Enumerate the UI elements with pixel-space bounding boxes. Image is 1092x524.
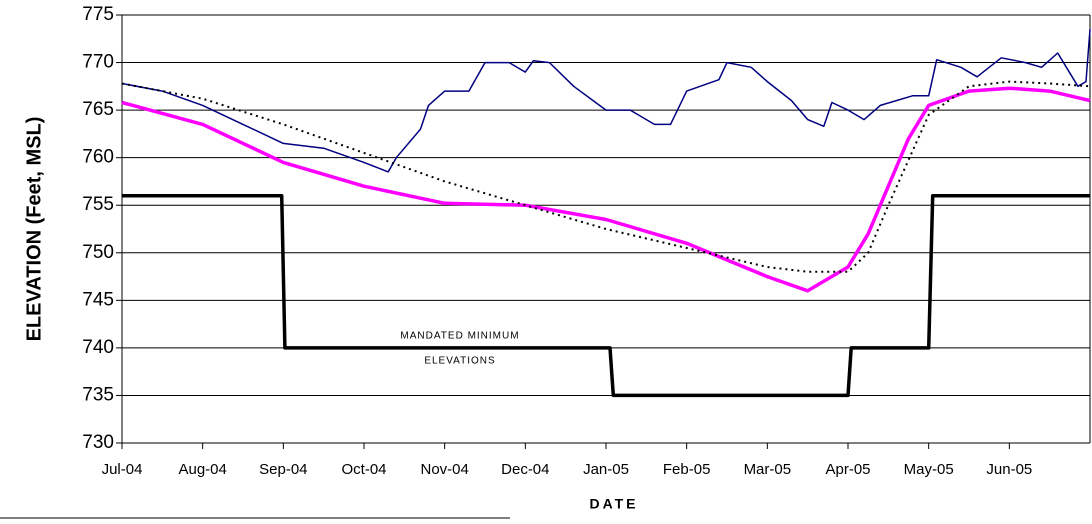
annotation: MANDATED MINIMUM: [400, 331, 519, 342]
x-tick-label: Jan-05: [583, 461, 629, 478]
x-tick-label: Jul-04: [102, 461, 143, 478]
x-tick-label: Oct-04: [341, 461, 386, 478]
x-tick-label: Feb-05: [663, 461, 711, 478]
y-tick-label: 755: [82, 194, 114, 215]
y-tick-label: 735: [82, 384, 114, 405]
series-line: [122, 193, 1090, 398]
x-tick-label: May-05: [904, 461, 954, 478]
x-tick-label: Sep-04: [259, 461, 307, 478]
x-tick-label: Apr-05: [825, 461, 870, 478]
x-tick-label: Mar-05: [744, 461, 792, 478]
y-tick-label: 770: [82, 52, 114, 73]
y-axis-title: ELEVATION (Feet, MSL): [23, 117, 45, 342]
x-tick-label: Nov-04: [420, 461, 468, 478]
x-tick-label: Dec-04: [501, 461, 549, 478]
y-tick-label: 730: [82, 432, 114, 453]
x-tick-label: Jun-05: [986, 461, 1032, 478]
y-tick-label: 765: [82, 99, 114, 120]
x-tick-label: Aug-04: [178, 461, 226, 478]
y-tick-label: 760: [82, 147, 114, 168]
y-tick-label: 740: [82, 337, 114, 358]
y-tick-label: 745: [82, 289, 114, 310]
annotation: ELEVATIONS: [424, 356, 495, 367]
series-line: [121, 86, 1091, 293]
x-axis-title: DATE: [589, 496, 638, 512]
y-tick-label: 775: [82, 4, 114, 25]
y-tick-label: 750: [82, 242, 114, 263]
